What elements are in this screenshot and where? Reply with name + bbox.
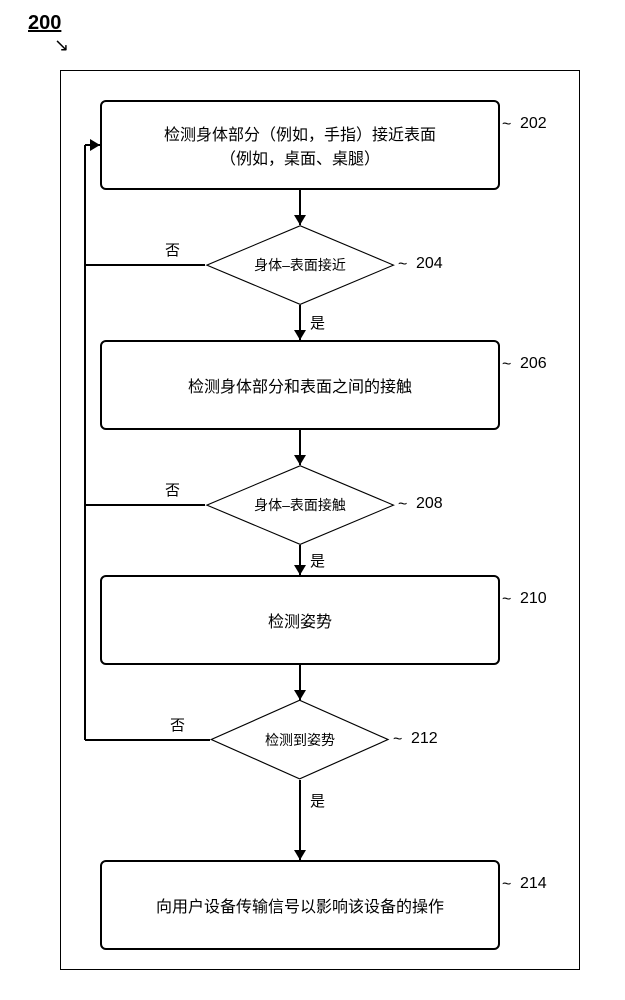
edge-label-no: 否 (170, 714, 185, 735)
arrow-right (90, 139, 100, 151)
step-202-line1: 检测身体部分（例如，手指）接近表面 (164, 121, 436, 145)
decision-204-label: 身体–表面接近 (254, 255, 346, 275)
step-202-line2: （例如，桌面、桌腿） (164, 145, 436, 169)
edge-label-yes: 是 (310, 550, 325, 571)
arrow-down (294, 850, 306, 860)
edge-label-no: 否 (165, 479, 180, 500)
arrow-down (294, 565, 306, 575)
figure-number-arrow: ↘ (54, 36, 69, 54)
ref-lead-214: ~ (502, 877, 511, 893)
figure-canvas: 200 ↘ 检测身体部分（例如，手指）接近表面 （例如，桌面、桌腿） 检测身体部… (0, 0, 625, 1000)
ref-lead-206: ~ (502, 357, 511, 373)
step-214-transmit-signal: 向用户设备传输信号以影响该设备的操作 (100, 860, 500, 950)
ref-212: 212 (411, 730, 438, 748)
figure-number: 200 (28, 12, 61, 35)
decision-212-label: 检测到姿势 (265, 730, 335, 750)
arrow-down (294, 215, 306, 225)
ref-202: 202 (520, 115, 547, 133)
step-202-detect-proximity: 检测身体部分（例如，手指）接近表面 （例如，桌面、桌腿） (100, 100, 500, 190)
connector-vertical (84, 145, 86, 740)
ref-lead-202: ~ (502, 117, 511, 133)
connector-horizontal (85, 739, 210, 741)
step-206-text: 检测身体部分和表面之间的接触 (188, 373, 412, 397)
edge-label-yes: 是 (310, 790, 325, 811)
connector-vertical (299, 780, 301, 860)
step-210-text: 检测姿势 (268, 608, 332, 632)
arrow-down (294, 455, 306, 465)
edge-label-no: 否 (165, 239, 180, 260)
step-206-detect-contact: 检测身体部分和表面之间的接触 (100, 340, 500, 430)
connector-horizontal (85, 264, 205, 266)
edge-label-yes: 是 (310, 312, 325, 333)
ref-lead-210: ~ (502, 592, 511, 608)
ref-204: 204 (416, 255, 443, 273)
arrow-down (294, 690, 306, 700)
ref-214: 214 (520, 875, 547, 893)
step-210-detect-gesture: 检测姿势 (100, 575, 500, 665)
ref-lead-208: ~ (398, 497, 407, 513)
ref-lead-204: ~ (398, 257, 407, 273)
ref-lead-212: ~ (393, 732, 402, 748)
ref-210: 210 (520, 590, 547, 608)
ref-206: 206 (520, 355, 547, 373)
decision-208-label: 身体–表面接触 (254, 495, 346, 515)
ref-208: 208 (416, 495, 443, 513)
step-214-text: 向用户设备传输信号以影响该设备的操作 (156, 893, 444, 917)
connector-horizontal (85, 504, 205, 506)
arrow-down (294, 330, 306, 340)
